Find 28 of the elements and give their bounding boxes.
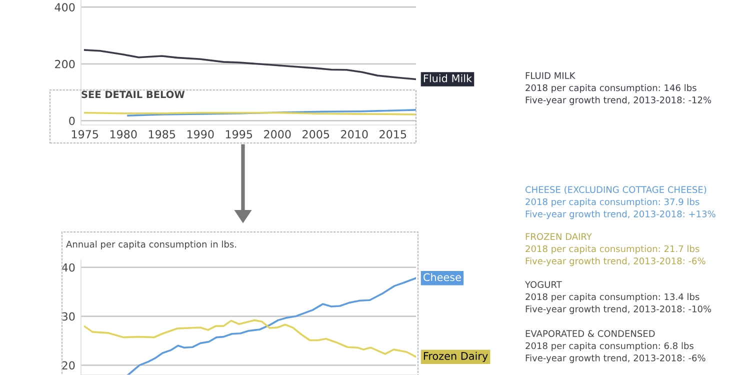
- text: CHEESE (EXCLUDING COTTAGE CHEESE) 2018 per capita consumption: 37.9 lbs Five-year growth trend, 2013-2018: +13%: [526, 186, 716, 220]
- text: EVAPORATED & CONDENSED 2018 per capita consumption: 6.8 lbs Five-year growth trend, 2013-2018: -6%: [526, 330, 706, 364]
- y-axis-title: Annual per capita consumption in lbs.: [66, 240, 236, 250]
- y-tick-label: 20: [62, 361, 75, 370]
- y-tick-label: 30: [62, 312, 75, 321]
- y-tick-label: 40: [62, 263, 75, 272]
- text: YOGURT 2018 per capita consumption: 13.4 lbs Five-year growth trend, 2013-2018: -10%: [524, 281, 712, 314]
- x-tick-label: 1975: [72, 130, 98, 138]
- line-series: [127, 277, 416, 375]
- x-tick-label: 2005: [302, 130, 330, 138]
- x-tick-label: 1990: [187, 130, 214, 138]
- annotation: SEE DETAIL BELOW: [82, 90, 185, 98]
- x-tick-label: 2015: [380, 130, 406, 138]
- series-label: Frozen Dairy: [424, 352, 488, 362]
- y-tick-label: 200: [55, 60, 75, 68]
- line-series: [84, 319, 416, 358]
- x-tick-label: 1985: [148, 130, 176, 138]
- series-label: Cheese: [424, 273, 461, 282]
- x-tick-label: 2000: [264, 130, 291, 138]
- x-tick-label: 2010: [341, 130, 368, 138]
- series-label: Fluid Milk: [424, 74, 472, 82]
- y-tick-label: 400: [54, 3, 75, 12]
- x-tick-label: 1995: [226, 130, 252, 138]
- text: FLUID MILK 2018 per capita consumption: 146 lbs Five-year growth trend, 2013-2018: -12%: [526, 72, 712, 106]
- y-tick-label: 0: [69, 116, 75, 126]
- text: FROZEN DAIRY 2018 per capita consumption: 21.7 lbs Five-year growth trend, 2013-2018: -6%: [526, 233, 706, 266]
- x-tick-label: 1980: [110, 130, 137, 138]
- line-series: [84, 49, 416, 80]
